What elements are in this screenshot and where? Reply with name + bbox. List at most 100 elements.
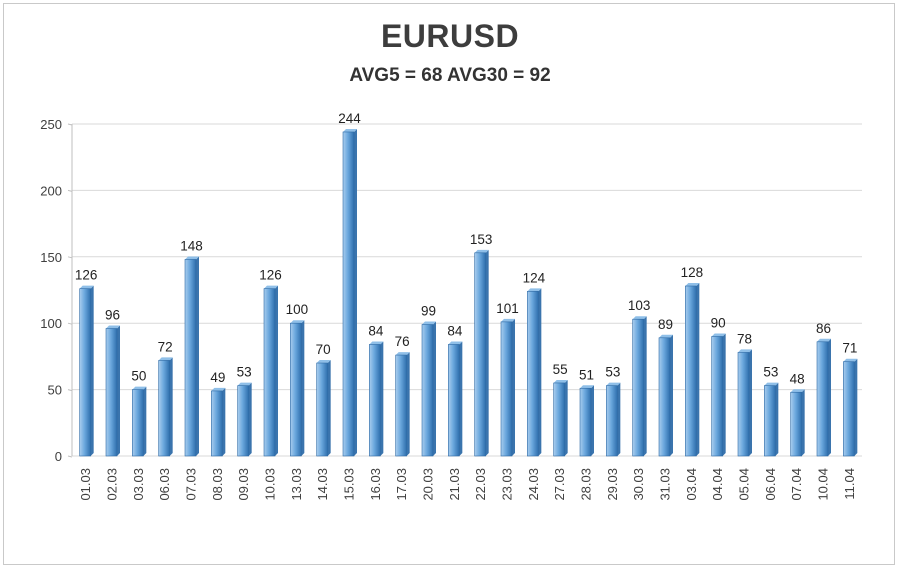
x-tick-label: 11.04: [842, 468, 857, 500]
bar-front: [211, 390, 223, 457]
bar-front: [342, 131, 355, 457]
bar-side: [722, 333, 726, 456]
data-label: 90: [711, 315, 726, 330]
data-label: 84: [368, 323, 384, 338]
bar-side: [275, 285, 278, 456]
x-tick-label: 07.03: [184, 468, 199, 501]
x-axis: 01.03 02.03 03.03 06.03 07.03 08.03 09.03 10.03…: [78, 468, 857, 501]
gridlines: [67, 123, 862, 458]
bar-side: [459, 341, 463, 456]
data-label: 84: [447, 323, 463, 338]
bar-side: [564, 379, 568, 456]
bar-side: [196, 256, 199, 456]
bar: [606, 382, 621, 457]
data-label: 128: [681, 265, 704, 280]
bar-side: [90, 285, 94, 456]
bar-top: [711, 333, 726, 337]
bar-top: [632, 316, 647, 320]
bar-top: [264, 285, 278, 289]
bar-top: [316, 360, 331, 364]
bar-side: [354, 128, 357, 456]
bar: [474, 249, 489, 457]
chart-subtitle: AVG5 = 68 AVG30 = 92: [349, 65, 551, 86]
x-tick-label: 01.03: [78, 468, 93, 501]
bar: [658, 334, 673, 457]
bar-side: [775, 382, 779, 456]
bar-front: [527, 291, 539, 457]
bar-top: [527, 288, 542, 292]
y-tick-label: 250: [40, 117, 62, 132]
bar: [105, 325, 120, 457]
x-tick-label: 10.03: [263, 468, 278, 501]
bar-top: [790, 389, 805, 393]
bar-side: [617, 382, 621, 456]
bar-side: [512, 318, 515, 456]
data-label: 50: [131, 369, 146, 384]
bar-front: [158, 360, 170, 457]
bar-side: [643, 316, 647, 456]
bar-top: [185, 256, 199, 260]
x-tick-label: 06.04: [763, 468, 778, 501]
bar: [211, 387, 226, 457]
bar-front: [184, 259, 197, 457]
bar-top: [843, 358, 858, 362]
y-tick-label: 150: [40, 250, 62, 265]
y-tick-mark: [67, 389, 73, 392]
data-label: 99: [421, 304, 436, 319]
x-tick-label: 17.03: [394, 468, 409, 501]
bar-front: [369, 344, 381, 457]
bar-front: [448, 344, 460, 457]
x-tick-label: 09.03: [236, 468, 251, 501]
x-tick-label: 04.04: [710, 468, 725, 501]
data-label: 244: [338, 111, 361, 126]
bar-top: [106, 325, 120, 329]
data-label: 86: [816, 321, 831, 336]
data-label: 126: [259, 268, 282, 283]
bar-side: [485, 249, 489, 456]
bar-top: [817, 338, 831, 342]
bar-front: [500, 321, 513, 457]
chart-title: EURUSD: [380, 18, 520, 54]
data-label: 51: [579, 367, 594, 382]
bar-front: [737, 352, 750, 457]
bar-top: [237, 382, 252, 386]
bar-front: [79, 288, 91, 457]
bar-series: 126 96 50 72 148 49 53 126 100 70 244 84 76 99 84 153 10…: [75, 111, 858, 457]
y-tick-mark: [67, 189, 73, 192]
y-tick-mark: [67, 455, 73, 458]
bar-top: [580, 385, 594, 389]
data-label: 70: [316, 342, 331, 357]
bar-top: [501, 318, 515, 322]
data-label: 153: [470, 232, 493, 247]
bar-front: [553, 382, 565, 457]
bar-front: [316, 362, 328, 457]
bar-side: [696, 283, 700, 456]
bar: [790, 389, 805, 457]
bar-front: [474, 252, 486, 457]
x-tick-label: 29.03: [605, 468, 620, 501]
x-tick-label: 16.03: [368, 468, 383, 501]
chart-frame: [3, 3, 895, 565]
bar-side: [222, 387, 226, 456]
data-label: 53: [237, 365, 252, 380]
bar: [764, 382, 779, 457]
data-label: 53: [763, 365, 778, 380]
bar-side: [828, 338, 831, 456]
data-label: 76: [395, 334, 410, 349]
bar-top: [395, 352, 410, 356]
y-tick-mark: [67, 322, 73, 325]
data-label: 89: [658, 317, 673, 332]
bar: [816, 338, 831, 457]
x-tick-label: 10.04: [816, 468, 831, 501]
y-tick-mark: [67, 123, 73, 126]
bar-top: [343, 128, 357, 132]
x-tick-label: 13.03: [289, 468, 304, 501]
bar: [79, 285, 94, 457]
bar-side: [406, 352, 410, 456]
bar-top: [211, 387, 226, 391]
data-label: 48: [790, 371, 805, 386]
bar-top: [659, 334, 673, 338]
bar: [421, 321, 436, 457]
bar-front: [606, 385, 618, 457]
